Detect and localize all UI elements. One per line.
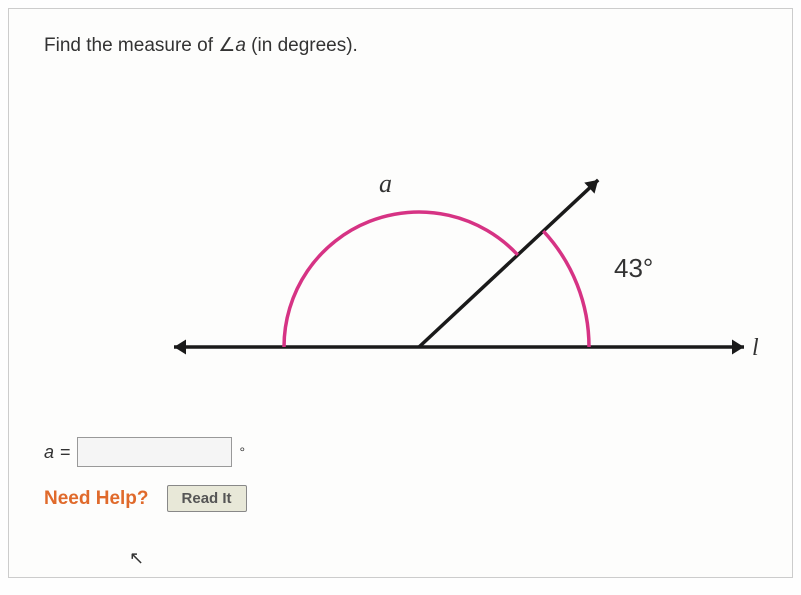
help-row: Need Help? Read It — [44, 485, 757, 512]
cursor-icon: ↖ — [129, 548, 144, 569]
svg-text:a: a — [379, 169, 392, 198]
answer-variable: a — [44, 442, 54, 463]
angle-symbol: ∠ — [218, 35, 235, 56]
diagram-svg: a 43° l — [44, 77, 764, 407]
answer-input[interactable] — [77, 437, 232, 467]
diagram: a 43° l — [44, 77, 764, 407]
read-it-button[interactable]: Read It — [167, 485, 247, 512]
question-container: Find the measure of ∠a (in degrees). a43… — [8, 8, 793, 578]
question-prefix: Find the measure of — [44, 35, 218, 56]
answer-equals: = — [60, 442, 71, 463]
degree-symbol: ° — [240, 444, 246, 460]
question-text: Find the measure of ∠a (in degrees). — [44, 34, 757, 57]
svg-text:43°: 43° — [614, 253, 653, 283]
question-variable: a — [235, 35, 246, 56]
question-suffix: (in degrees). — [246, 35, 358, 56]
answer-row: a = ° — [44, 437, 757, 467]
svg-text:l: l — [752, 335, 759, 361]
need-help-label: Need Help? — [44, 488, 149, 510]
